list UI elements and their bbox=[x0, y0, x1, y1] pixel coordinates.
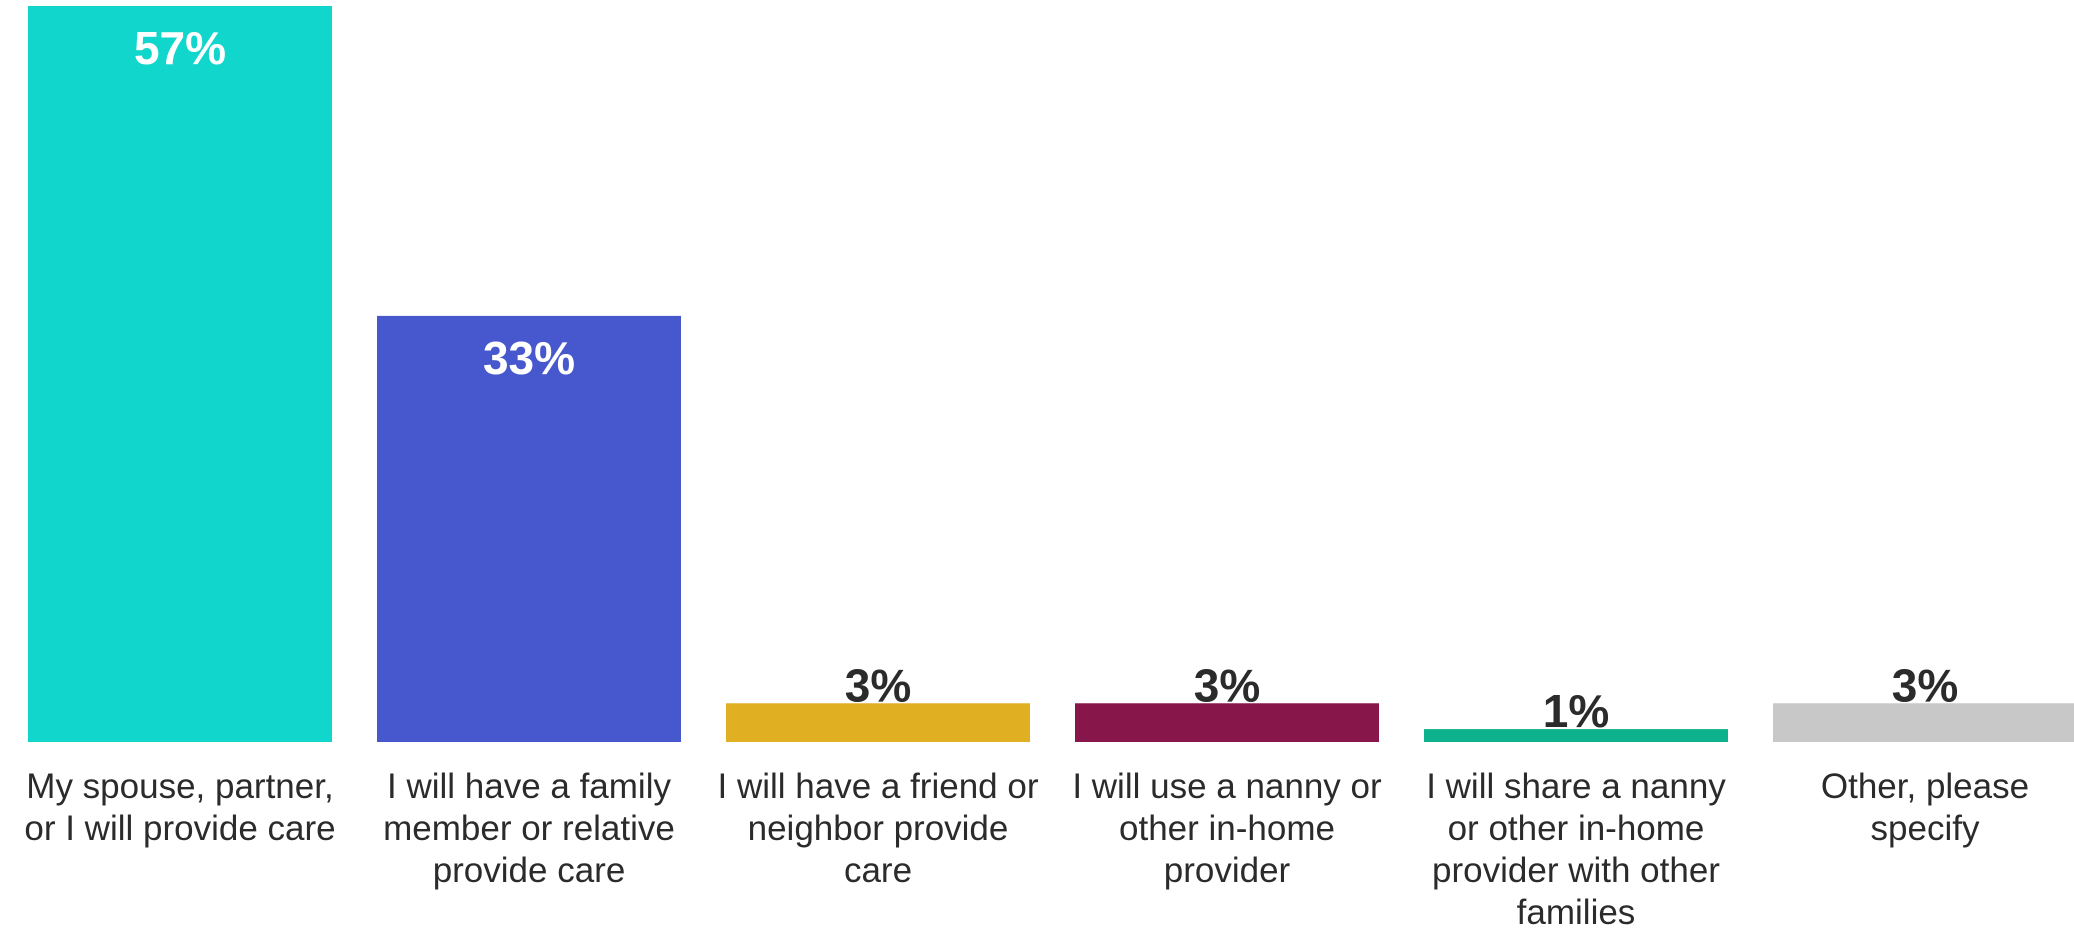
bar-3 bbox=[726, 703, 1030, 742]
category-label-2: I will have a family member or relative pr… bbox=[383, 767, 675, 890]
bar-4 bbox=[1075, 703, 1379, 742]
category-label-line: or I will provide care bbox=[24, 809, 335, 848]
bar-2 bbox=[377, 315, 681, 742]
value-label-2: 33% bbox=[483, 332, 575, 384]
category-label-line: Other, please bbox=[1821, 767, 2029, 806]
category-label-6: Other, please specify bbox=[1821, 767, 2029, 848]
category-label-line: specify bbox=[1871, 809, 1980, 848]
category-label-line: or other in-home bbox=[1448, 809, 1705, 848]
value-label-1: 57% bbox=[134, 22, 226, 74]
category-label-1: My spouse, partner, or I will provide car… bbox=[24, 767, 335, 848]
value-label-3: 3% bbox=[845, 659, 911, 711]
category-labels-group: My spouse, partner, or I will provide car… bbox=[24, 767, 2029, 929]
category-label-line: My spouse, partner, bbox=[26, 767, 333, 806]
category-label-line: I will have a friend or bbox=[718, 767, 1039, 806]
bars-group bbox=[28, 6, 2074, 742]
bar-5 bbox=[1424, 729, 1728, 742]
category-label-3: I will have a friend or neighbor provide c… bbox=[718, 767, 1039, 890]
category-label-4: I will use a nanny or other in-home provid… bbox=[1072, 767, 1382, 890]
bar-6 bbox=[1773, 703, 2074, 742]
category-label-line: provider bbox=[1164, 851, 1291, 890]
category-label-line: I will share a nanny bbox=[1426, 767, 1726, 806]
value-label-4: 3% bbox=[1194, 659, 1260, 711]
category-label-line: other in-home bbox=[1119, 809, 1335, 848]
value-label-5: 1% bbox=[1543, 685, 1609, 737]
value-label-6: 3% bbox=[1892, 659, 1958, 711]
category-label-line: neighbor provide bbox=[748, 809, 1009, 848]
category-label-line: provide care bbox=[433, 851, 626, 890]
value-labels-group: 57% 33% 3% 3% 1% 3% bbox=[134, 22, 1958, 737]
category-label-line: provider with other bbox=[1432, 851, 1720, 890]
category-label-line: I will use a nanny or bbox=[1072, 767, 1382, 806]
category-label-line: member or relative bbox=[383, 809, 675, 848]
category-label-line: families bbox=[1517, 893, 1636, 929]
category-label-line: care bbox=[844, 851, 912, 890]
bar-1 bbox=[28, 6, 332, 742]
category-label-line: I will have a family bbox=[387, 767, 671, 806]
category-label-5: I will share a nanny or other in-home prov… bbox=[1426, 767, 1726, 929]
